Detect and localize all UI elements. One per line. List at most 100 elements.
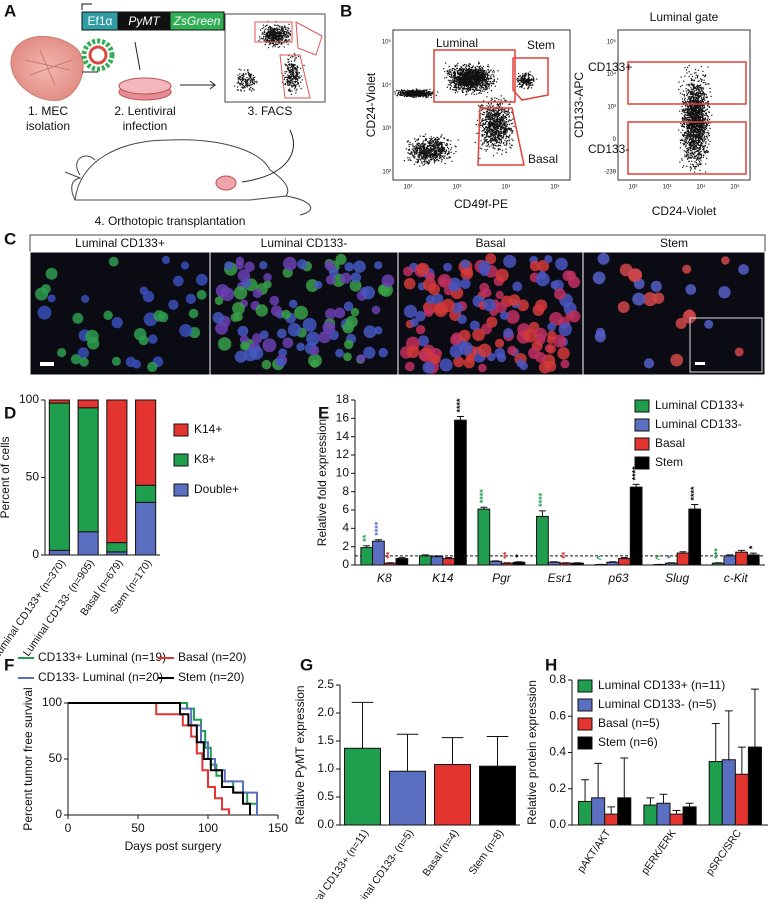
event-dot [293,73,294,74]
event-dot [422,152,423,153]
event-dot [440,136,441,137]
event-dot [241,82,242,83]
event-dot [426,90,427,91]
event-dot [474,81,475,82]
event-dot [444,147,445,148]
event-dot [288,67,289,68]
event-dot [285,65,286,66]
event-dot [497,119,498,120]
event-dot [422,141,423,142]
event-dot [415,162,416,163]
event-dot [485,70,486,71]
event-dot [285,34,286,35]
event-dot [291,80,292,81]
event-dot [482,142,483,143]
event-dot [481,77,482,78]
event-dot [234,85,235,86]
event-dot [484,88,485,89]
event-dot [469,69,470,70]
event-dot [477,85,478,86]
event-dot [485,118,486,119]
event-dot [474,94,475,95]
event-dot [290,90,291,91]
event-dot [494,134,495,135]
event-dot [497,126,498,127]
event-dot [422,156,423,157]
event-dot [275,46,276,47]
event-dot [419,153,420,154]
event-dot [492,109,493,110]
event-dot [281,36,282,37]
event-dot [504,140,505,141]
event-dot [436,145,437,146]
event-dot [447,144,448,145]
event-dot [423,150,424,151]
event-dot [291,90,292,91]
event-dot [492,147,493,148]
event-dot [494,111,495,112]
event-dot [464,79,465,80]
event-dot [443,68,444,69]
event-dot [254,79,255,80]
event-dot [451,152,452,153]
event-dot [451,76,452,77]
event-dot [462,90,463,91]
event-dot [303,65,304,66]
event-dot [446,77,447,78]
event-dot [288,59,289,60]
event-dot [482,90,483,91]
event-dot [427,161,428,162]
event-dot [518,76,519,77]
event-dot [413,92,414,93]
event-dot [707,132,708,133]
event-dot [438,150,439,151]
event-dot [502,119,503,120]
event-dot [686,84,687,85]
event-dot [487,109,488,110]
event-dot [443,150,444,151]
event-dot [269,34,270,35]
event-dot [416,92,417,93]
event-dot [509,119,510,120]
event-dot [406,92,407,93]
event-dot [490,124,491,125]
event-dot [499,134,500,135]
event-dot [489,121,490,122]
event-dot [512,131,513,132]
event-dot [471,67,472,68]
event-dot [441,146,442,147]
event-dot [471,75,472,76]
event-dot [450,144,451,145]
event-dot [440,149,441,150]
event-dot [425,152,426,153]
event-dot [501,116,502,117]
event-dot [251,78,252,79]
event-dot [278,39,279,40]
event-dot [283,33,284,34]
event-dot [486,81,487,82]
event-dot [474,67,475,68]
event-dot [477,66,478,67]
event-dot [268,27,269,28]
event-dot [493,144,494,145]
event-dot [456,64,457,65]
event-dot [447,74,448,75]
event-dot [680,132,681,133]
event-dot [531,75,532,76]
event-dot [487,132,488,133]
event-dot [424,162,425,163]
event-dot [528,79,529,80]
event-dot [409,150,410,151]
event-dot [430,147,431,148]
event-dot [288,89,289,90]
event-dot [484,138,485,139]
event-dot [272,36,273,37]
event-dot [469,73,470,74]
event-dot [476,133,477,134]
event-dot [418,148,419,149]
event-dot [486,89,487,90]
event-dot [489,112,490,113]
event-dot [463,88,464,89]
event-dot [283,34,284,35]
